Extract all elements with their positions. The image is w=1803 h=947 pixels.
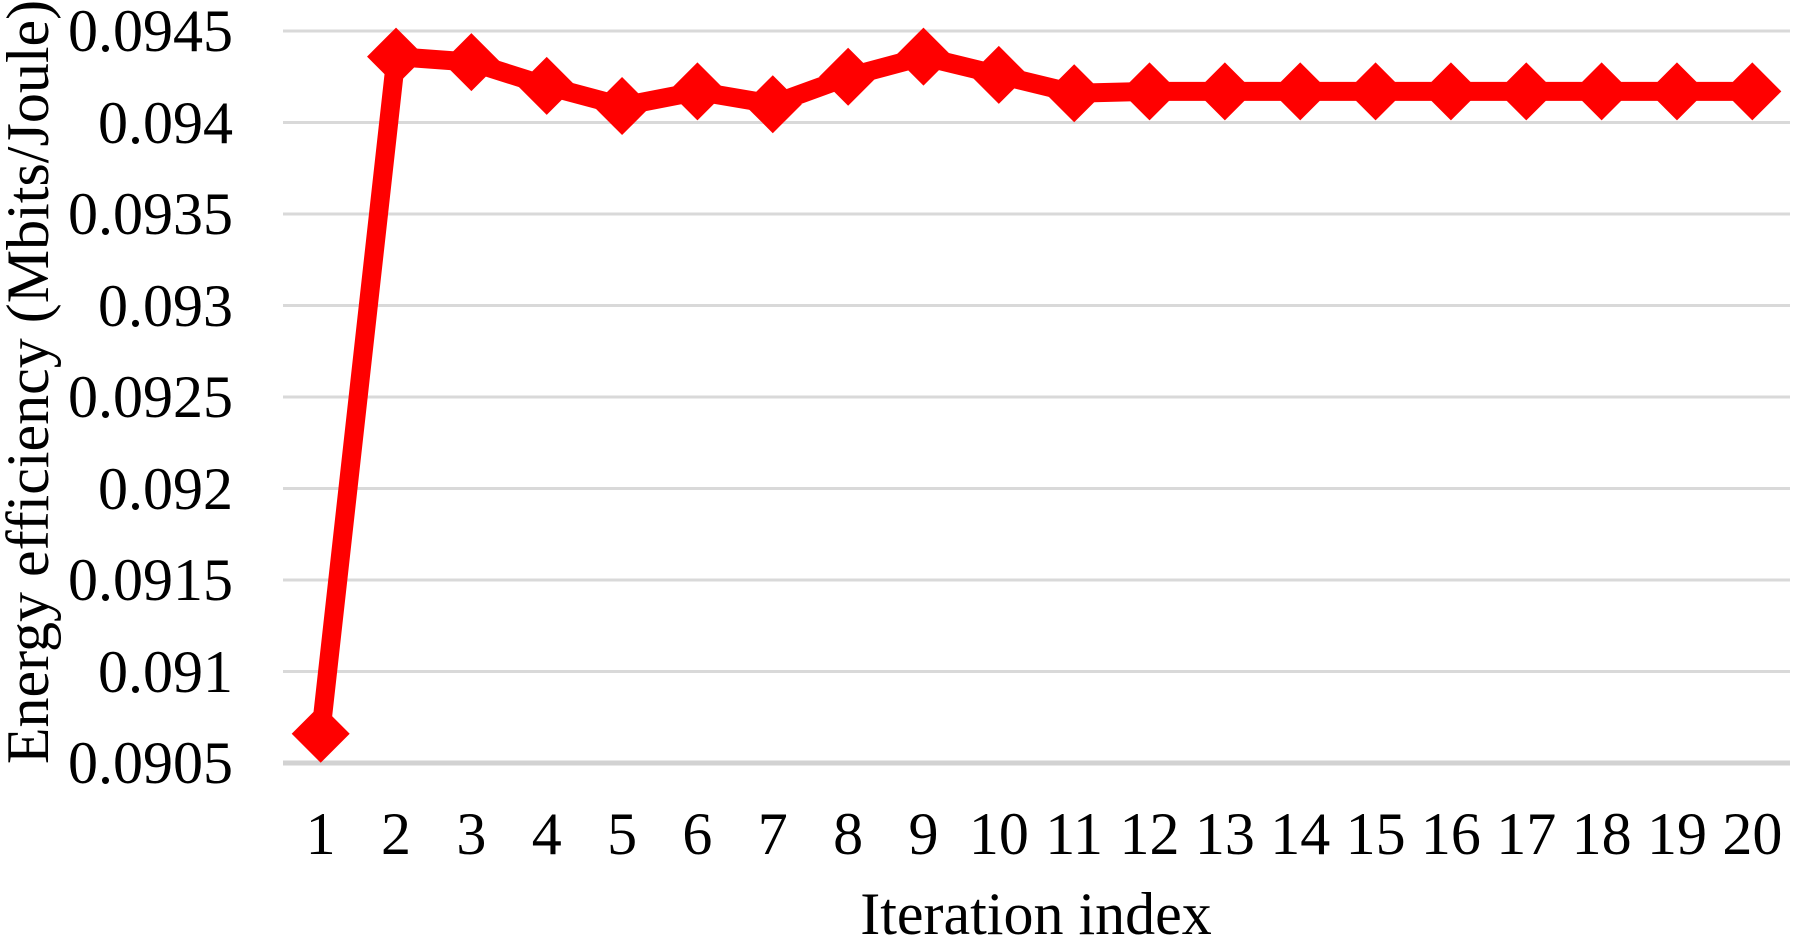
- data-point-marker: [1195, 62, 1254, 121]
- y-tick-label: 0.0925: [68, 364, 233, 430]
- x-tick-label: 2: [381, 801, 412, 867]
- y-tick-label: 0.0905: [68, 730, 233, 796]
- x-tick-label: 18: [1571, 801, 1632, 867]
- data-point-marker: [668, 62, 727, 121]
- x-tick-label: 11: [1045, 801, 1104, 867]
- y-tick-label: 0.093: [98, 272, 233, 339]
- data-point-marker: [743, 75, 802, 134]
- data-point-marker: [894, 27, 953, 86]
- data-point-marker: [442, 33, 501, 92]
- data-point-marker: [1497, 62, 1556, 121]
- data-point-marker: [367, 27, 426, 86]
- data-point-marker: [1421, 62, 1480, 121]
- y-tick-label: 0.094: [98, 89, 233, 156]
- x-tick-label: 4: [531, 801, 562, 867]
- x-axis-title: Iteration index: [860, 881, 1212, 947]
- data-point-marker: [1647, 62, 1706, 121]
- x-tick-label: 3: [456, 801, 487, 867]
- x-tick-label: 6: [682, 801, 713, 867]
- y-tick-label: 0.0915: [68, 547, 233, 613]
- y-axis-title: Energy efficiency (Mbits/Joule): [0, 0, 61, 765]
- y-tick-label: 0.091: [98, 638, 233, 705]
- x-tick-label: 7: [757, 801, 788, 867]
- x-tick-label: 16: [1420, 801, 1481, 867]
- y-tick-label: 0.092: [98, 455, 233, 522]
- data-point-marker: [517, 56, 576, 115]
- data-point-marker: [1346, 62, 1405, 121]
- y-tick-label: 0.0945: [68, 0, 233, 64]
- y-tick-label: 0.0935: [68, 181, 233, 247]
- data-point-marker: [819, 47, 878, 106]
- data-point-marker: [1723, 62, 1782, 121]
- x-tick-label: 19: [1646, 801, 1707, 867]
- x-tick-label: 5: [607, 801, 638, 867]
- data-point-marker: [1045, 64, 1104, 123]
- data-point-marker: [291, 704, 350, 763]
- y-axis-labels: 0.0945 0.094 0.0935 0.093 0.0925 0.092 0.0915 0…: [0, 0, 233, 942]
- x-tick-label: 9: [908, 801, 939, 867]
- data-point-marker: [1572, 62, 1631, 121]
- x-tick-label: 17: [1496, 801, 1557, 867]
- x-tick-label: 8: [833, 801, 864, 867]
- x-tick-label: 14: [1270, 801, 1331, 867]
- x-tick-label: 13: [1194, 801, 1255, 867]
- data-point-marker: [593, 77, 652, 136]
- x-tick-label: 20: [1722, 801, 1783, 867]
- data-point-marker: [969, 45, 1028, 104]
- x-tick-label: 10: [968, 801, 1029, 867]
- data-point-marker: [1271, 62, 1330, 121]
- x-tick-label: 1: [305, 801, 336, 867]
- x-tick-label: 12: [1119, 801, 1180, 867]
- data-point-marker: [1120, 62, 1179, 121]
- x-tick-label: 15: [1345, 801, 1406, 867]
